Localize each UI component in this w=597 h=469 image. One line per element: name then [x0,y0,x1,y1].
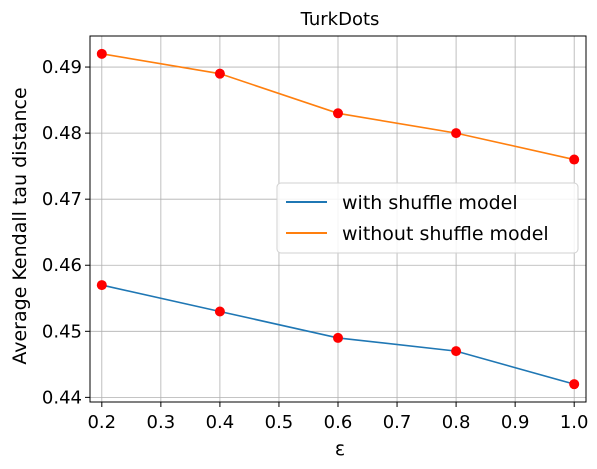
y-axis-ticks: 0.44 0.45 0.46 0.47 0.48 0.49 [42,57,90,408]
legend-box [276,182,579,254]
y-tick-label: 0.49 [42,57,82,78]
y-axis-label: Average Kendall tau distance [9,87,31,364]
y-tick-label: 0.44 [42,387,82,408]
data-point [214,68,225,79]
x-tick-label: 0.2 [87,412,116,433]
x-axis-label: ε [335,438,345,460]
y-tick-label: 0.45 [42,321,82,342]
x-tick-label: 0.7 [383,412,412,433]
data-point [451,346,462,357]
data-point [333,108,343,119]
data-point [333,332,343,343]
x-tick-label: 0.8 [442,412,471,433]
data-point [569,154,580,165]
y-tick-label: 0.47 [42,189,82,210]
x-tick-label: 1.0 [560,412,589,433]
data-point [96,280,107,291]
data-point [214,306,225,317]
data-markers [96,48,580,390]
legend-label: without shuffle model [342,223,549,245]
data-point [96,48,107,59]
data-point [451,128,462,139]
data-point [569,379,580,390]
y-tick-label: 0.46 [42,255,82,276]
x-tick-label: 0.4 [206,412,235,433]
y-tick-label: 0.48 [42,123,82,144]
x-tick-label: 0.9 [501,412,530,433]
legend-label: with shuffle model [342,192,518,214]
x-axis-ticks: 0.2 0.3 0.4 0.5 0.6 0.7 0.8 0.9 1.0 [87,402,589,433]
x-tick-label: 0.6 [324,412,353,433]
legend: with shuffle model without shuffle model [276,182,579,254]
x-tick-label: 0.3 [147,412,176,433]
chart-title: TurkDots [300,9,380,30]
x-tick-label: 0.5 [265,412,294,433]
